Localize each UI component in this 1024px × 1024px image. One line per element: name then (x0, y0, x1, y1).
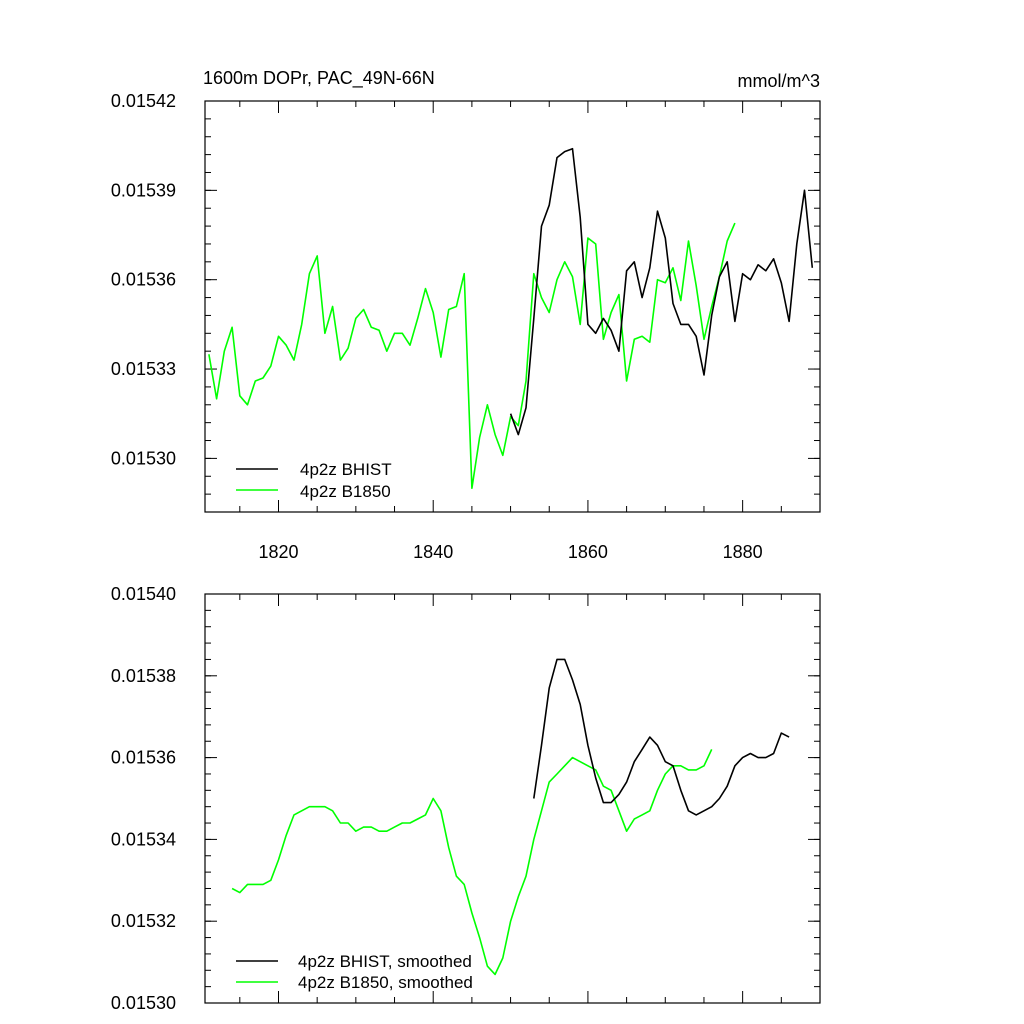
x-tick-label: 1880 (723, 542, 763, 562)
y-tick-label: 0.01530 (111, 448, 176, 468)
y-tick-label: 0.01539 (111, 180, 176, 200)
series-lines (231, 658, 790, 976)
plot-frame (204, 100, 821, 513)
y-tick-label: 0.01542 (111, 91, 176, 111)
x-tick-labels: 1820 1840 1860 1880 (258, 542, 762, 562)
y-tick-label: 0.01534 (111, 829, 176, 849)
x-tick-label: 1840 (413, 542, 453, 562)
y-tick-label: 0.01536 (111, 748, 176, 768)
axis-ticks (205, 593, 820, 1004)
series-line-b1850 (208, 222, 736, 490)
series-line-bhist (533, 658, 790, 816)
axis-ticks (205, 100, 820, 513)
legend-label-bhist: 4p2z BHIST (300, 460, 392, 479)
top-panel: 1600m DOPr, PAC_49N-66N mmol/m^3 0.01530… (111, 68, 821, 562)
y-tick-label: 0.01532 (111, 911, 176, 931)
series-lines (208, 147, 814, 490)
y-tick-label: 0.01536 (111, 270, 176, 290)
y-tick-labels: 0.01530 0.01533 0.01536 0.01539 0.01542 (111, 91, 176, 468)
series-line-b1850 (231, 749, 713, 976)
chart-title: 1600m DOPr, PAC_49N-66N (203, 68, 435, 89)
plot-frame (204, 593, 821, 1004)
y-tick-label: 0.01530 (111, 993, 176, 1013)
y-tick-label: 0.01538 (111, 666, 176, 686)
y-tick-label: 0.01533 (111, 359, 176, 379)
legend-label-b1850: 4p2z B1850 (300, 482, 391, 501)
legend-label-bhist-smoothed: 4p2z BHIST, smoothed (298, 952, 472, 971)
y-tick-label: 0.01540 (111, 584, 176, 604)
bottom-panel: 0.01530 0.01532 0.01534 0.01536 0.01538 0.015… (111, 584, 821, 1013)
series-line-bhist (509, 147, 814, 436)
x-tick-label: 1820 (258, 542, 298, 562)
legend: 4p2z BHIST, smoothed 4p2z B1850, smoothe… (236, 952, 473, 992)
units-label: mmol/m^3 (738, 71, 820, 91)
x-tick-label: 1860 (568, 542, 608, 562)
y-tick-labels: 0.01530 0.01532 0.01534 0.01536 0.01538 0.015… (111, 584, 176, 1013)
legend-label-b1850-smoothed: 4p2z B1850, smoothed (298, 973, 473, 992)
legend: 4p2z BHIST 4p2z B1850 (236, 460, 392, 501)
